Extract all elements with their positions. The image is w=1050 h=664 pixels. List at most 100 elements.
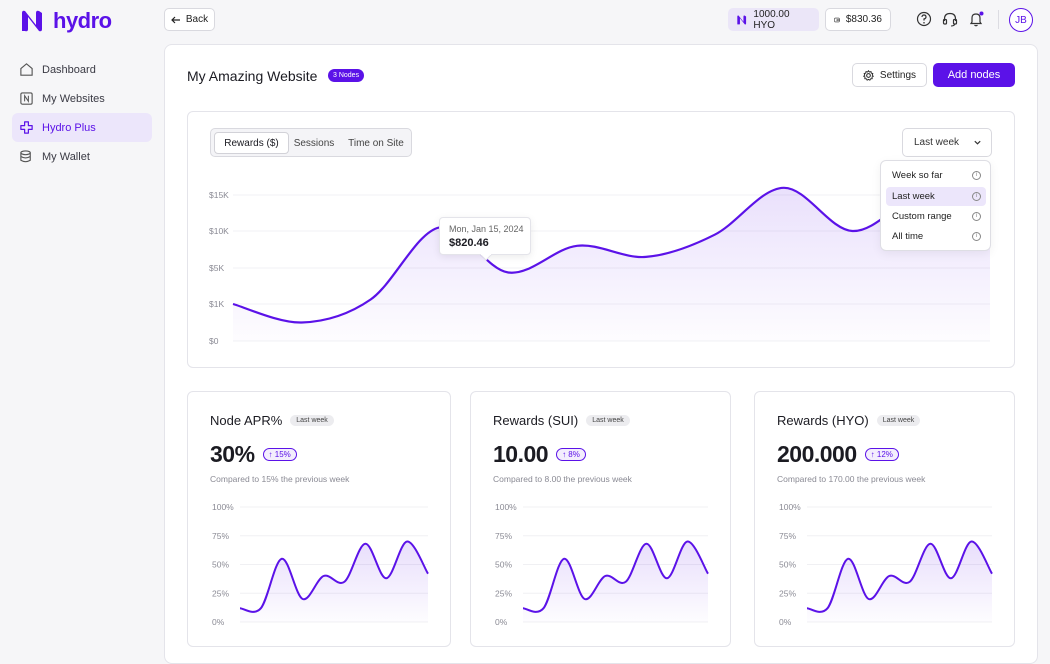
info-icon: i (972, 232, 981, 241)
website-icon (20, 92, 33, 105)
range-dropdown: Week so far i Last week i Custom range i Al… (880, 160, 991, 251)
y-tick-label: 75% (212, 531, 229, 541)
sidebar-item-my-wallet[interactable]: My Wallet (12, 142, 152, 171)
gear-icon (862, 69, 874, 81)
settings-button[interactable]: Settings (852, 63, 927, 87)
info-icon: i (972, 192, 981, 201)
brand-name: hydro (53, 8, 112, 33)
sidebar-item-label: My Wallet (42, 150, 90, 163)
chevron-down-icon (974, 140, 981, 145)
sidebar-item-hydro-plus[interactable]: Hydro Plus (12, 113, 152, 142)
period-badge: Last week (876, 415, 921, 426)
stat-title-text: Node APR% (210, 413, 283, 428)
tab-time-on-site[interactable]: Time on Site (348, 137, 404, 149)
y-tick-label: 25% (212, 588, 229, 598)
stat-value: 30% ↑ 15% (210, 441, 297, 468)
headset-icon[interactable] (942, 11, 958, 27)
y-tick-label: 0% (779, 617, 792, 627)
avatar[interactable]: JB (1009, 8, 1033, 32)
sidebar-item-my-websites[interactable]: My Websites (12, 84, 152, 113)
rewards-area-chart[interactable]: $0 $1K $5K $10K $15K (187, 170, 1015, 360)
rewards-hyo-mini-chart[interactable]: 0% 25% 50% 75% 100% (755, 492, 1014, 642)
wallet-card-icon (834, 17, 840, 22)
stat-compare: Compared to 15% the previous week (210, 474, 350, 484)
y-tick-label: $10K (209, 226, 229, 236)
hyo-balance[interactable]: 1000.00 HYO (728, 8, 819, 31)
range-option-label: Last week (892, 191, 935, 202)
usd-balance[interactable]: $830.36 (825, 8, 891, 31)
sidebar-item-dashboard[interactable]: Dashboard (12, 55, 152, 84)
area-fill (240, 541, 428, 622)
y-tick-label: 75% (779, 531, 796, 541)
stat-card-rewards-sui: Rewards (SUI) Last week 10.00 ↑ 8% Compare… (470, 391, 731, 647)
tab-sessions[interactable]: Sessions (293, 137, 335, 149)
area-fill (233, 187, 990, 341)
home-icon (20, 63, 33, 76)
period-badge: Last week (586, 415, 630, 426)
stat-value: 200.000 ↑ 12% (777, 441, 899, 468)
tab-rewards[interactable]: Rewards ($) (214, 132, 289, 154)
range-option-week-so-far[interactable]: Week so far i (886, 166, 986, 185)
delta-badge: ↑ 8% (556, 448, 586, 461)
y-tick-label: 100% (779, 502, 801, 512)
rewards-sui-mini-chart[interactable]: 0% 25% 50% 75% 100% (471, 492, 730, 642)
tooltip-date: Mon, Jan 15, 2024 (449, 224, 524, 234)
stat-value-text: 200.000 (777, 441, 857, 467)
range-select[interactable]: Last week (902, 128, 992, 157)
y-tick-label: 100% (212, 502, 234, 512)
y-tick-label: 50% (495, 560, 512, 570)
nodes-badge: 3 Nodes (328, 69, 365, 82)
brand-logo[interactable]: hydro (19, 8, 112, 34)
range-option-label: Custom range (892, 211, 952, 222)
range-option-label: All time (892, 231, 924, 242)
y-tick-label: $1K (209, 299, 224, 309)
range-option-label: Week so far (892, 170, 943, 181)
sidebar-item-label: Dashboard (42, 63, 96, 76)
hydro-token-icon (737, 15, 747, 24)
series-line (232, 186, 991, 324)
y-tick-label: 0% (495, 617, 508, 627)
help-icon[interactable] (916, 11, 932, 27)
y-tick-label: $5K (209, 263, 224, 273)
sidebar-item-label: Hydro Plus (42, 121, 96, 134)
area-fill (523, 541, 708, 622)
bell-icon[interactable] (968, 11, 984, 27)
back-button[interactable]: Back (164, 8, 215, 31)
delta-badge: ↑ 12% (864, 448, 899, 461)
stat-value-text: 30% (210, 441, 255, 467)
y-tick-label: $15K (209, 190, 229, 200)
chart-tabs: Rewards ($) Sessions Time on Site (210, 128, 412, 157)
series-line (806, 540, 993, 613)
info-icon: i (972, 212, 981, 221)
range-select-value: Last week (914, 137, 960, 148)
y-tick-label: 100% (495, 502, 517, 512)
add-nodes-button[interactable]: Add nodes (933, 63, 1015, 87)
stat-title-text: Rewards (SUI) (493, 413, 579, 428)
stat-title: Node APR% Last week (210, 413, 334, 428)
series-line (522, 540, 709, 613)
plus-icon (20, 121, 33, 134)
wallet-icon (20, 150, 31, 163)
back-label: Back (185, 14, 209, 25)
y-tick-label: 25% (495, 588, 512, 598)
range-option-last-week[interactable]: Last week i (886, 187, 986, 206)
node-apr-mini-chart[interactable]: 0% 25% 50% 75% 100% (188, 492, 450, 642)
delta-badge: ↑ 15% (262, 448, 297, 461)
page-title: My Amazing Website (187, 68, 318, 84)
usd-balance-value: $830.36 (845, 14, 882, 25)
tooltip-pointer (480, 254, 492, 261)
info-icon: i (972, 171, 981, 180)
stat-card-node-apr: Node APR% Last week 30% ↑ 15% Compared to … (187, 391, 451, 647)
y-tick-label: 50% (212, 560, 229, 570)
chart-tooltip: Mon, Jan 15, 2024 $820.46 (439, 217, 531, 261)
sidebar-item-label: My Websites (42, 92, 105, 105)
period-badge: Last week (290, 415, 334, 426)
range-option-custom-range[interactable]: Custom range i (886, 207, 986, 226)
y-tick-label: 0% (212, 617, 225, 627)
range-option-all-time[interactable]: All time i (886, 227, 986, 246)
area-fill (807, 541, 992, 622)
arrow-left-icon (171, 16, 180, 23)
hydro-logo-icon (22, 10, 42, 32)
stat-title: Rewards (SUI) Last week (493, 413, 630, 428)
y-tick-label: $0 (209, 336, 219, 346)
